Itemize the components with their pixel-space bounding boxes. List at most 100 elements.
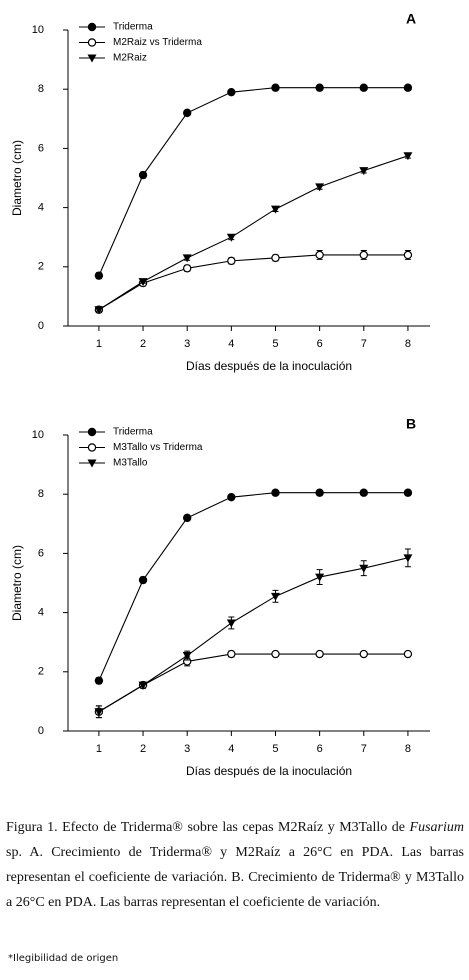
- y-tick-label: 4: [38, 202, 44, 214]
- y-tick-label: 0: [38, 320, 44, 332]
- marker: [94, 676, 104, 685]
- y-tick-label: 4: [38, 607, 44, 619]
- x-axis-label: Días después de la inoculación: [186, 359, 352, 373]
- legend-label: M3Tallo: [113, 458, 148, 469]
- marker: [359, 167, 369, 176]
- y-tick-label: 2: [38, 666, 44, 678]
- marker: [226, 619, 236, 628]
- marker: [403, 554, 413, 563]
- marker: [182, 513, 192, 523]
- legend-label: M3Tallo vs Triderma: [113, 442, 203, 453]
- y-tick-label: 2: [38, 261, 44, 273]
- marker: [138, 575, 148, 585]
- series-line: [98, 155, 409, 311]
- legend-label: Triderma: [113, 427, 153, 438]
- legend-label: M2Raiz: [113, 53, 147, 64]
- marker: [227, 87, 236, 97]
- marker: [315, 250, 324, 260]
- series-line: [98, 557, 409, 713]
- marker: [87, 443, 97, 452]
- marker: [315, 183, 325, 192]
- marker: [270, 592, 280, 601]
- x-tick-label: 4: [228, 743, 234, 755]
- x-tick-label: 3: [184, 338, 190, 350]
- marker: [403, 488, 413, 497]
- panel-label: A: [406, 11, 416, 27]
- marker: [138, 278, 148, 287]
- marker: [87, 22, 97, 32]
- marker: [359, 83, 368, 92]
- marker: [182, 652, 192, 661]
- marker: [270, 205, 280, 214]
- marker: [315, 83, 324, 92]
- legend-label: Triderma: [113, 22, 153, 33]
- marker: [403, 83, 413, 92]
- caption-text: Figura 1. Efecto de Triderma® sobre las …: [6, 820, 410, 835]
- series-line: [98, 653, 408, 713]
- legend-label: M2Raiz vs Triderma: [113, 37, 202, 48]
- marker: [359, 649, 368, 659]
- y-tick-label: 0: [38, 725, 44, 737]
- y-axis-label: Diametro (cm): [10, 140, 24, 216]
- x-tick-label: 2: [140, 338, 146, 350]
- marker: [271, 649, 280, 659]
- marker: [94, 271, 104, 280]
- footnote: *Ilegibilidad de origen: [8, 953, 119, 964]
- marker: [182, 108, 192, 118]
- marker: [403, 152, 413, 161]
- marker: [87, 54, 97, 63]
- marker: [227, 649, 236, 659]
- marker: [138, 681, 148, 690]
- panel-label: B: [406, 416, 416, 432]
- marker: [315, 488, 324, 497]
- x-axis-label: Días después de la inoculación: [186, 764, 352, 778]
- x-tick-label: 2: [140, 743, 146, 755]
- marker: [87, 38, 97, 47]
- y-tick-label: 10: [32, 24, 44, 36]
- x-tick-label: 3: [184, 743, 190, 755]
- x-tick-label: 5: [272, 743, 278, 755]
- marker: [271, 488, 280, 497]
- x-tick-label: 5: [272, 338, 278, 350]
- x-tick-label: 4: [228, 338, 234, 350]
- x-tick-label: 1: [96, 338, 102, 350]
- marker: [226, 233, 236, 242]
- marker: [271, 83, 280, 92]
- caption-text: sp. A. Crecimiento de Triderma® y M2Raíz…: [6, 845, 464, 910]
- x-tick-label: 7: [361, 743, 367, 755]
- y-tick-label: 8: [38, 83, 44, 95]
- series-line: [98, 254, 408, 311]
- marker: [87, 427, 97, 437]
- marker: [403, 250, 413, 260]
- marker: [182, 264, 192, 273]
- caption-italic: Fusarium: [409, 820, 464, 835]
- marker: [94, 708, 104, 717]
- marker: [403, 649, 413, 659]
- y-tick-label: 6: [38, 142, 44, 154]
- series-line: [98, 492, 408, 681]
- x-tick-label: 7: [361, 338, 367, 350]
- x-tick-label: 6: [317, 338, 323, 350]
- x-tick-label: 8: [405, 743, 411, 755]
- x-tick-label: 1: [96, 743, 102, 755]
- marker: [359, 564, 369, 573]
- y-axis-label: Diametro (cm): [10, 545, 24, 621]
- marker: [138, 170, 148, 180]
- marker: [227, 492, 236, 502]
- y-tick-label: 10: [32, 429, 44, 441]
- marker: [227, 256, 236, 266]
- marker: [359, 250, 368, 260]
- x-tick-label: 6: [317, 743, 323, 755]
- y-tick-label: 8: [38, 488, 44, 500]
- marker: [182, 254, 192, 263]
- series-line: [98, 87, 408, 276]
- marker: [315, 573, 325, 582]
- x-tick-label: 8: [405, 338, 411, 350]
- marker: [315, 649, 324, 659]
- marker: [359, 488, 368, 497]
- marker: [271, 253, 280, 263]
